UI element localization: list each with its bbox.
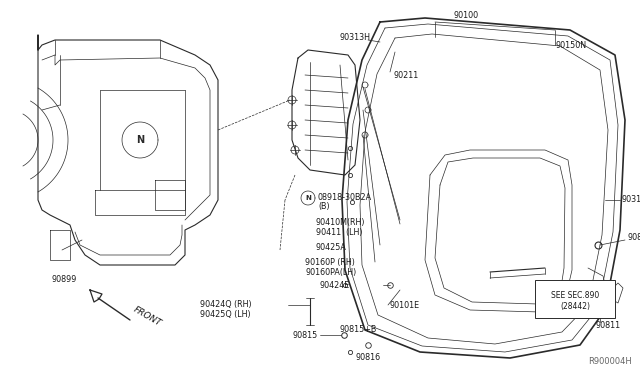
FancyBboxPatch shape bbox=[535, 280, 615, 318]
Text: 90160PA(LH): 90160PA(LH) bbox=[305, 267, 356, 276]
Text: (28442): (28442) bbox=[560, 302, 590, 311]
Text: 90411  (LH): 90411 (LH) bbox=[316, 228, 362, 237]
Text: 08918-30B2A: 08918-30B2A bbox=[318, 192, 372, 202]
Text: 90211: 90211 bbox=[393, 71, 419, 80]
Text: 90815: 90815 bbox=[292, 330, 318, 340]
Text: 90150N: 90150N bbox=[555, 42, 586, 51]
Text: N: N bbox=[305, 195, 311, 201]
Text: 90313H: 90313H bbox=[340, 33, 371, 42]
Text: 90815+B: 90815+B bbox=[340, 326, 378, 334]
Text: 90816: 90816 bbox=[355, 353, 380, 362]
Text: 90810H: 90810H bbox=[627, 234, 640, 243]
Text: 90811: 90811 bbox=[595, 321, 620, 330]
Text: (B): (B) bbox=[318, 202, 330, 212]
Text: 90424E: 90424E bbox=[320, 280, 350, 289]
Text: 90899: 90899 bbox=[52, 276, 77, 285]
Text: 90425A: 90425A bbox=[316, 243, 347, 251]
Text: R900004H: R900004H bbox=[588, 357, 632, 366]
Text: N: N bbox=[136, 135, 144, 145]
Text: 90424Q (RH): 90424Q (RH) bbox=[200, 301, 252, 310]
Text: 90101E: 90101E bbox=[390, 301, 420, 310]
Text: 90410M(RH): 90410M(RH) bbox=[316, 218, 365, 227]
Text: 90313: 90313 bbox=[622, 196, 640, 205]
Text: 90425Q (LH): 90425Q (LH) bbox=[200, 311, 251, 320]
Text: FRONT: FRONT bbox=[132, 305, 163, 328]
Text: SEE SEC.890: SEE SEC.890 bbox=[551, 291, 599, 299]
Text: 90160P (RH): 90160P (RH) bbox=[305, 257, 355, 266]
Text: 90100: 90100 bbox=[453, 10, 479, 19]
